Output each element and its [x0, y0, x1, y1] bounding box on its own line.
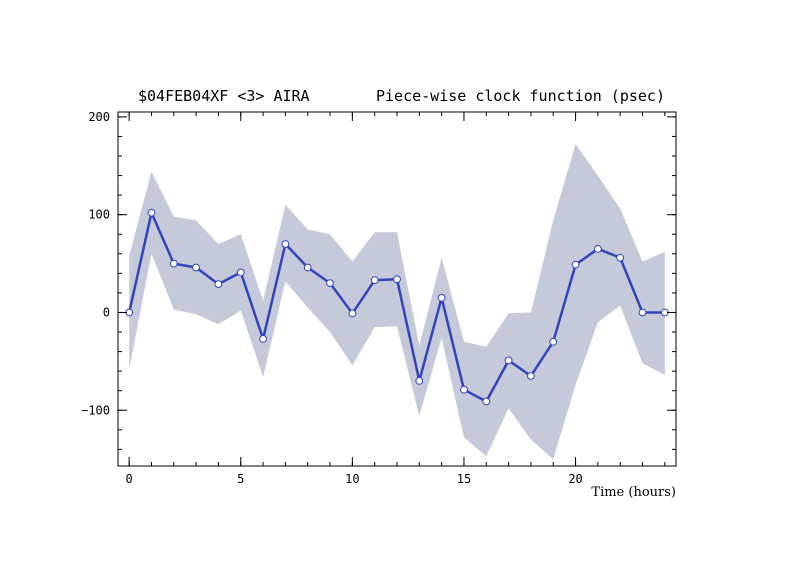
x-tick-label: 5	[237, 472, 244, 486]
data-point	[169, 259, 178, 268]
data-point	[236, 268, 245, 277]
data-point	[482, 397, 491, 406]
data-point-layer	[125, 208, 669, 406]
data-point	[147, 208, 156, 217]
x-tick-label: 20	[568, 472, 582, 486]
x-tick-label: 15	[457, 472, 471, 486]
data-point	[259, 335, 268, 343]
data-point	[281, 240, 290, 248]
y-tick-label: −100	[81, 403, 110, 417]
axis-tick-labels: 0 5 10 15 20 −100 0 100 200	[81, 110, 583, 486]
x-tick-label: 10	[345, 472, 359, 486]
y-tick-label: 100	[88, 208, 110, 222]
data-point	[393, 275, 401, 284]
chart-title-source: $04FEB04XF <3> AIRA	[138, 87, 310, 105]
data-point	[638, 308, 647, 317]
y-tick-label: 0	[103, 305, 110, 319]
data-point	[437, 293, 446, 302]
y-tick-label: 200	[88, 110, 110, 124]
uncertainty-band-layer	[129, 144, 665, 460]
data-point	[504, 356, 513, 365]
data-point	[571, 260, 580, 269]
data-point	[616, 253, 625, 262]
data-point	[527, 372, 535, 380]
data-point	[192, 263, 201, 272]
data-point	[348, 309, 357, 318]
data-point	[415, 377, 424, 385]
chart-title-function: Piece-wise clock function (psec)	[376, 87, 665, 105]
data-point	[326, 279, 334, 288]
data-point	[594, 245, 602, 253]
data-point	[460, 385, 468, 394]
x-tick-label: 0	[126, 472, 133, 486]
axis-ticks	[118, 112, 676, 466]
data-point	[549, 337, 558, 346]
data-point	[214, 280, 223, 289]
data-point	[303, 263, 312, 272]
data-point	[370, 276, 379, 285]
uncertainty-band	[129, 144, 665, 460]
x-axis-label: Time (hours)	[591, 485, 676, 500]
